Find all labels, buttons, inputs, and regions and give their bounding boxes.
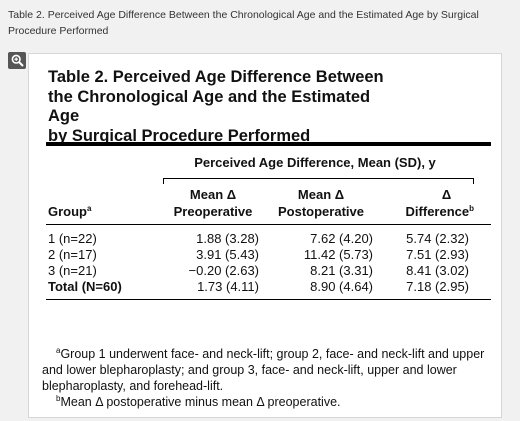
footnote-b: bMean Δ postoperative minus mean Δ preop… bbox=[42, 394, 494, 410]
footnote-b-mark: b bbox=[56, 394, 61, 403]
footnote-a: aGroup 1 underwent face- and neck-lift; … bbox=[42, 346, 494, 394]
spanner-header: Perceived Age Difference, Mean (SD), y bbox=[194, 155, 436, 170]
header-diff-line1: Δ bbox=[441, 187, 452, 202]
cell-post: 7.62 (4.20) bbox=[310, 231, 373, 246]
table-row: 1 (n=22) 1.88 (3.28) 7.62 (4.20) 5.74 (2… bbox=[29, 231, 503, 248]
cell-pre: 1.88 (3.28) bbox=[196, 231, 259, 246]
header-postoperative: Mean Δ Postoperative bbox=[269, 186, 373, 220]
table-title: Table 2. Perceived Age Difference Betwee… bbox=[48, 68, 388, 146]
cell-post: 8.90 (4.64) bbox=[310, 279, 373, 294]
cell-group: 2 (n=17) bbox=[48, 247, 97, 262]
footnote-a-text: Group 1 underwent face- and neck-lift; g… bbox=[42, 347, 485, 393]
cell-diff: 5.74 (2.32) bbox=[406, 231, 469, 246]
table-footnotes: aGroup 1 underwent face- and neck-lift; … bbox=[42, 346, 494, 410]
header-difference: Δ Differenceb bbox=[379, 186, 474, 220]
table-title-line: Table 2. Perceived Age Difference Betwee… bbox=[48, 68, 384, 86]
table-title-line: the Chronological Age and the Estimated … bbox=[48, 87, 371, 126]
footnote-mark-a: a bbox=[87, 204, 92, 213]
table-row: 3 (n=21) −0.20 (2.63) 8.21 (3.31) 8.41 (… bbox=[29, 263, 503, 280]
magnifier-plus-icon bbox=[11, 54, 24, 67]
cell-post: 11.42 (5.73) bbox=[303, 247, 373, 262]
header-preoperative: Mean Δ Preoperative bbox=[161, 186, 265, 220]
cell-pre: 3.91 (5.43) bbox=[196, 247, 259, 262]
table-row-total: Total (N=60) 1.73 (4.11) 8.90 (4.64) 7.1… bbox=[29, 279, 503, 296]
header-pre-line2: Preoperative bbox=[173, 204, 253, 219]
cell-post: 8.21 (3.31) bbox=[310, 263, 373, 278]
footnote-mark-b: b bbox=[469, 204, 474, 213]
header-diff-line2: Differenceb bbox=[379, 203, 474, 220]
cell-pre: −0.20 (2.63) bbox=[188, 263, 259, 278]
bottom-rule bbox=[46, 299, 491, 300]
cell-group: Total (N=60) bbox=[48, 279, 122, 294]
cell-diff: 7.51 (2.93) bbox=[406, 247, 469, 262]
footnote-a-mark: a bbox=[56, 346, 61, 355]
zoom-button[interactable] bbox=[8, 52, 26, 69]
header-group: Groupa bbox=[48, 203, 158, 220]
top-rule bbox=[46, 142, 491, 146]
cell-diff: 8.41 (3.02) bbox=[406, 263, 469, 278]
header-group-label: Group bbox=[48, 204, 87, 219]
header-diff-label: Difference bbox=[405, 204, 470, 219]
header-pre-line1: Mean Δ bbox=[189, 187, 237, 202]
header-post-line1: Mean Δ bbox=[297, 187, 345, 202]
table-panel: Table 2. Perceived Age Difference Betwee… bbox=[28, 53, 502, 418]
cell-group: 3 (n=21) bbox=[48, 263, 97, 278]
spanner-bracket bbox=[163, 178, 474, 184]
header-post-line2: Postoperative bbox=[278, 204, 364, 219]
cell-diff: 7.18 (2.95) bbox=[406, 279, 469, 294]
table-title-line: by Surgical Procedure Performed bbox=[48, 126, 311, 145]
header-rule bbox=[46, 224, 491, 225]
cell-group: 1 (n=22) bbox=[48, 231, 97, 246]
cell-pre: 1.73 (4.11) bbox=[197, 279, 259, 294]
table-row: 2 (n=17) 3.91 (5.43) 11.42 (5.73) 7.51 (… bbox=[29, 247, 503, 264]
figure-caption: Table 2. Perceived Age Difference Betwee… bbox=[8, 9, 479, 37]
footnote-b-text: Mean Δ postoperative minus mean Δ preope… bbox=[60, 395, 341, 409]
